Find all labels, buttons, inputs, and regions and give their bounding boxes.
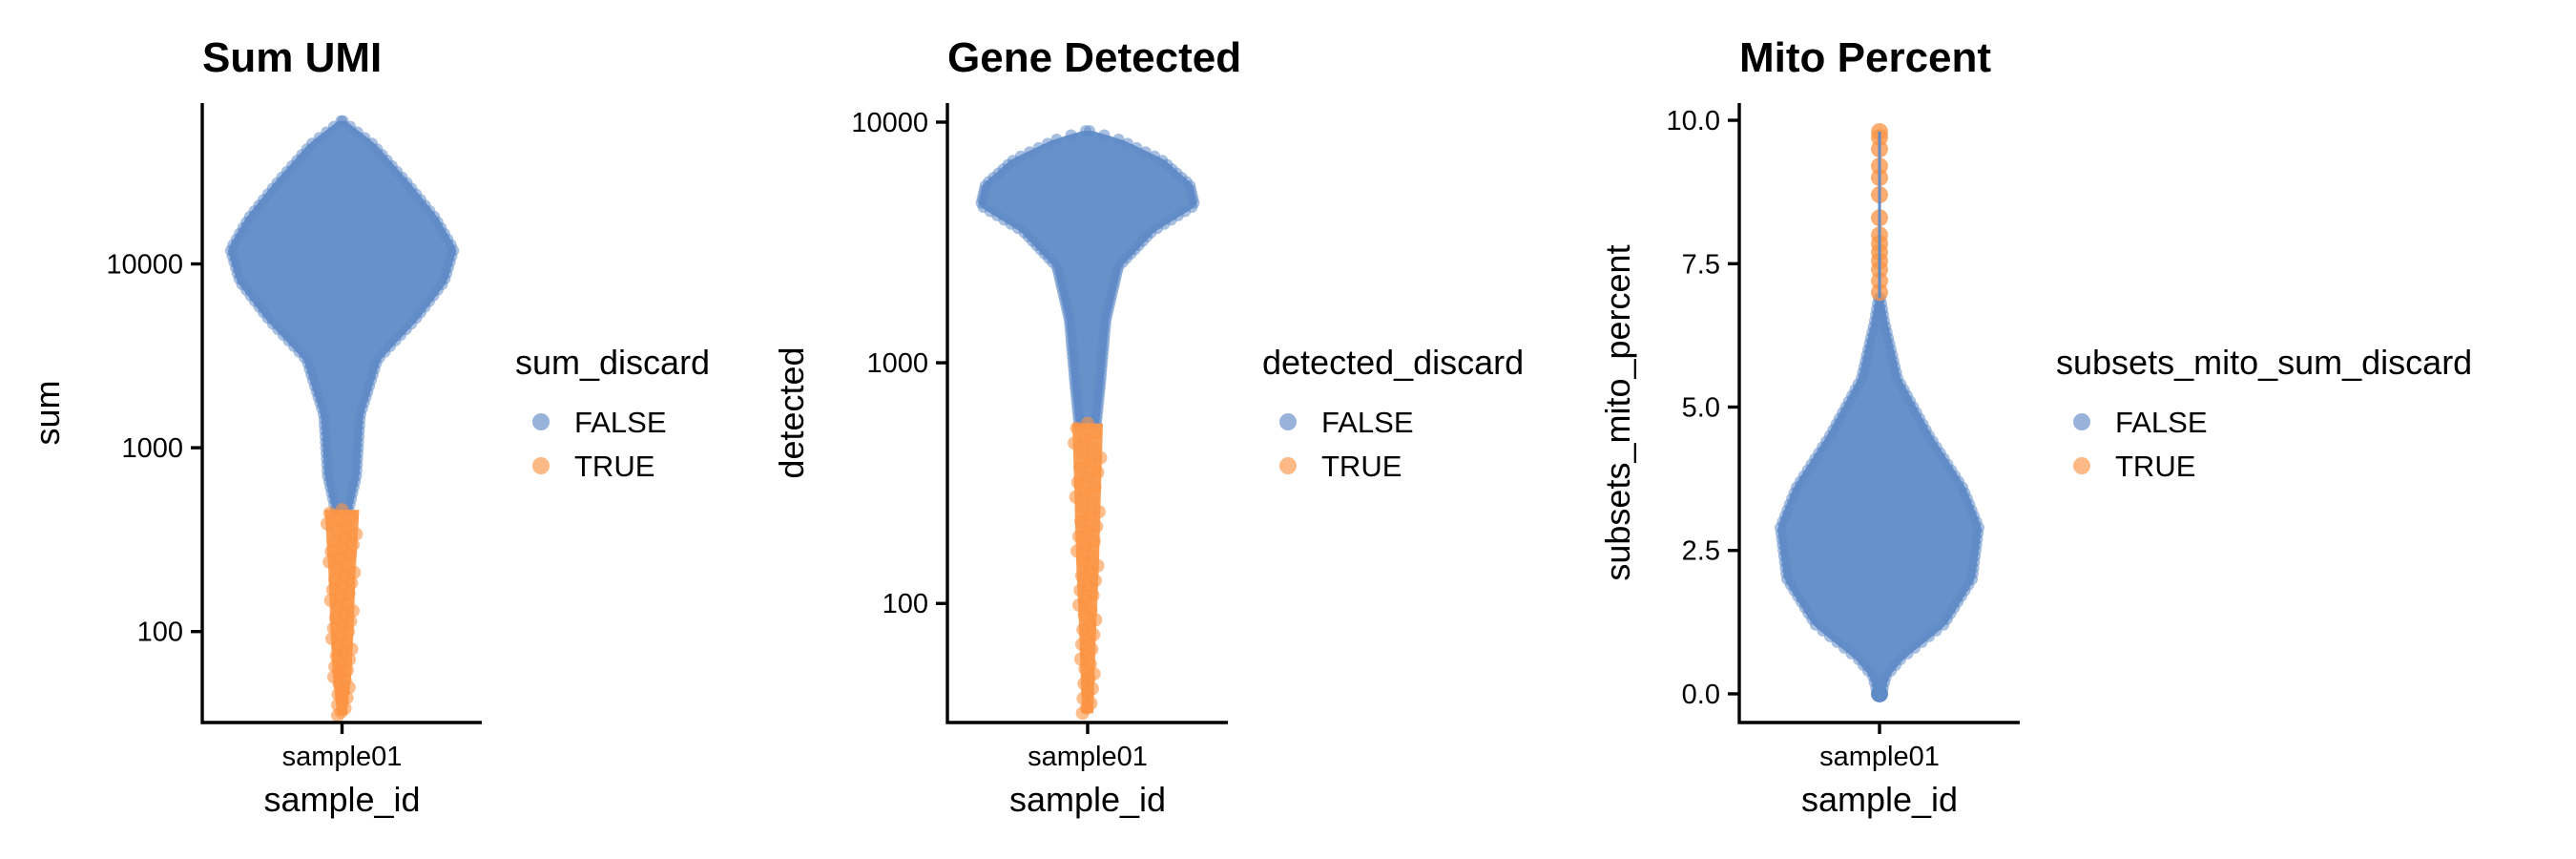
data-point-false xyxy=(337,115,349,127)
legend: detected_discard FALSE TRUE xyxy=(1262,343,1524,483)
x-tick-label: sample01 xyxy=(1819,742,1940,772)
violin-true xyxy=(1072,423,1103,714)
x-axis-label: sample_id xyxy=(263,780,420,819)
violin-false xyxy=(978,131,1197,424)
false-points xyxy=(975,125,1200,430)
legend-label-false: FALSE xyxy=(1321,406,1414,439)
legend-label-true: TRUE xyxy=(2115,450,2195,483)
legend-swatch-true xyxy=(1279,457,1297,474)
data-point-false xyxy=(1042,137,1054,150)
y-tick-label: 2.5 xyxy=(1682,536,1720,567)
axis-lines xyxy=(1737,103,2020,724)
legend-label-false: FALSE xyxy=(2115,406,2208,439)
y-tick-label: 10.0 xyxy=(1667,106,1720,136)
data-point-true xyxy=(1871,123,1888,140)
data-point-false xyxy=(1024,146,1036,158)
legend-label-false: FALSE xyxy=(574,406,667,439)
y-tick-label: 100 xyxy=(137,618,183,648)
legend: sum_discard FALSE TRUE xyxy=(515,343,710,483)
legend-label-true: TRUE xyxy=(574,450,654,483)
data-point-false xyxy=(1098,129,1111,141)
x-tick-label: sample01 xyxy=(1028,742,1148,772)
legend: subsets_mito_sum_discard FALSE TRUE xyxy=(2056,343,2472,483)
legend-title: detected_discard xyxy=(1262,343,1524,382)
y-tick-label: 7.5 xyxy=(1682,249,1720,280)
y-axis-label: subsets_mito_percent xyxy=(1598,244,1637,580)
false-points xyxy=(1775,292,1984,700)
panel-title: Gene Detected xyxy=(947,34,1241,81)
data-point-false xyxy=(1112,134,1125,145)
y-tick-label: 100 xyxy=(883,589,928,619)
violin-false xyxy=(1777,298,1982,694)
x-axis-label: sample_id xyxy=(1009,780,1166,819)
legend-label-true: TRUE xyxy=(1321,450,1402,483)
y-tick-label: 1000 xyxy=(121,433,183,464)
legend-title: subsets_mito_sum_discard xyxy=(2056,343,2472,382)
data-point-false xyxy=(1871,684,1888,702)
panel-2: Gene Detected detected 100 1000 10000 sample0… xyxy=(772,34,1524,819)
y-tick-label: 0.0 xyxy=(1682,680,1720,710)
axis-lines xyxy=(200,103,482,724)
legend-swatch-false xyxy=(2073,413,2090,430)
y-tick-label: 10000 xyxy=(106,250,183,281)
y-tick-label: 5.0 xyxy=(1682,392,1720,423)
violin-false xyxy=(227,120,457,511)
y-axis-label: detected xyxy=(772,346,811,478)
axis-lines xyxy=(945,103,1228,724)
data-point-false xyxy=(1032,141,1045,154)
legend-swatch-false xyxy=(1279,413,1297,430)
x-tick-label: sample01 xyxy=(282,742,403,772)
data-point-false xyxy=(1084,125,1095,137)
data-point-false xyxy=(1121,137,1133,150)
data-point-false xyxy=(1050,134,1063,145)
data-point-false xyxy=(1065,129,1077,141)
violin-true xyxy=(324,510,360,716)
panel-title: Mito Percent xyxy=(1739,34,1991,81)
legend-swatch-true xyxy=(2073,457,2090,474)
data-point-false xyxy=(1139,146,1152,158)
panel-1: Sum UMI sum 100 1000 10000 sample01 sample_id s… xyxy=(28,34,710,819)
legend-swatch-true xyxy=(532,457,550,474)
legend-title: sum_discard xyxy=(515,343,710,382)
false-points xyxy=(224,115,460,516)
y-tick-label: 1000 xyxy=(866,348,928,379)
y-axis-label: sum xyxy=(28,380,67,445)
data-point-false xyxy=(1131,141,1143,154)
legend-swatch-false xyxy=(532,413,550,430)
x-axis-label: sample_id xyxy=(1801,780,1958,819)
y-tick-label: 10000 xyxy=(851,108,928,138)
data-point-false xyxy=(1149,150,1161,162)
panel-3: Mito Percent subsets_mito_percent 0.0 2.5 5.… xyxy=(1598,34,2472,819)
data-point-false xyxy=(1014,150,1027,162)
panel-title: Sum UMI xyxy=(202,34,382,81)
